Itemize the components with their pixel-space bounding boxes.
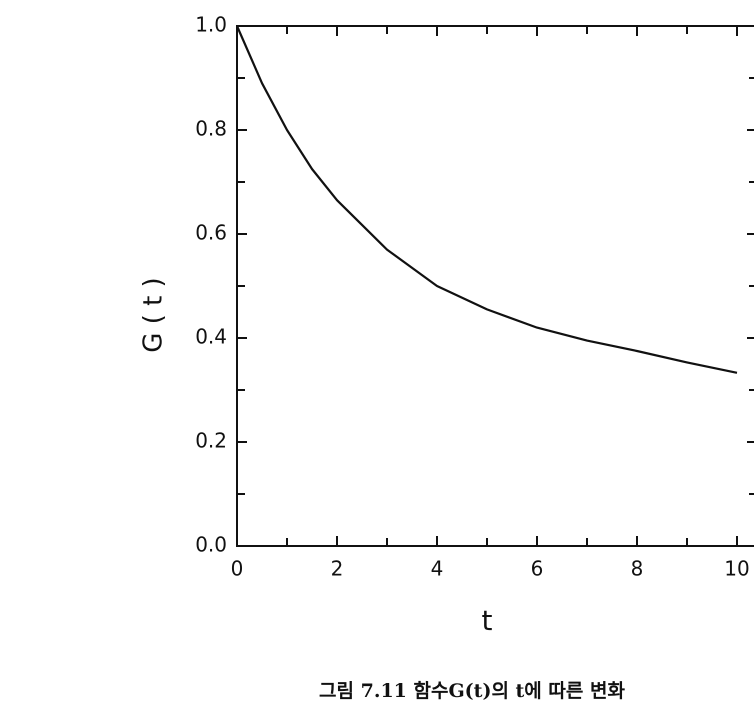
y-tick-label: 0.2 <box>195 429 227 453</box>
y-axis-label: G ( t ) <box>139 277 169 352</box>
x-tick-label: 4 <box>431 557 444 581</box>
x-tick-label: 10 <box>724 557 749 581</box>
y-tick-label: 0.4 <box>195 325 227 349</box>
x-tick-label: 8 <box>631 557 644 581</box>
y-tick-label: 0.8 <box>195 117 227 141</box>
y-tick-label: 0.0 <box>195 533 227 557</box>
data-line <box>235 25 738 374</box>
y-tick-label: 1.0 <box>195 13 227 37</box>
caption: 그림 7.11 함수G(t)의 t에 따른 변화 <box>319 680 625 702</box>
x-tick-label: 0 <box>231 557 244 581</box>
x-axis-label: t <box>482 604 493 637</box>
x-tick-label: 6 <box>531 557 544 581</box>
y-tick-label: 0.6 <box>195 221 227 245</box>
x-tick-label: 2 <box>331 557 344 581</box>
